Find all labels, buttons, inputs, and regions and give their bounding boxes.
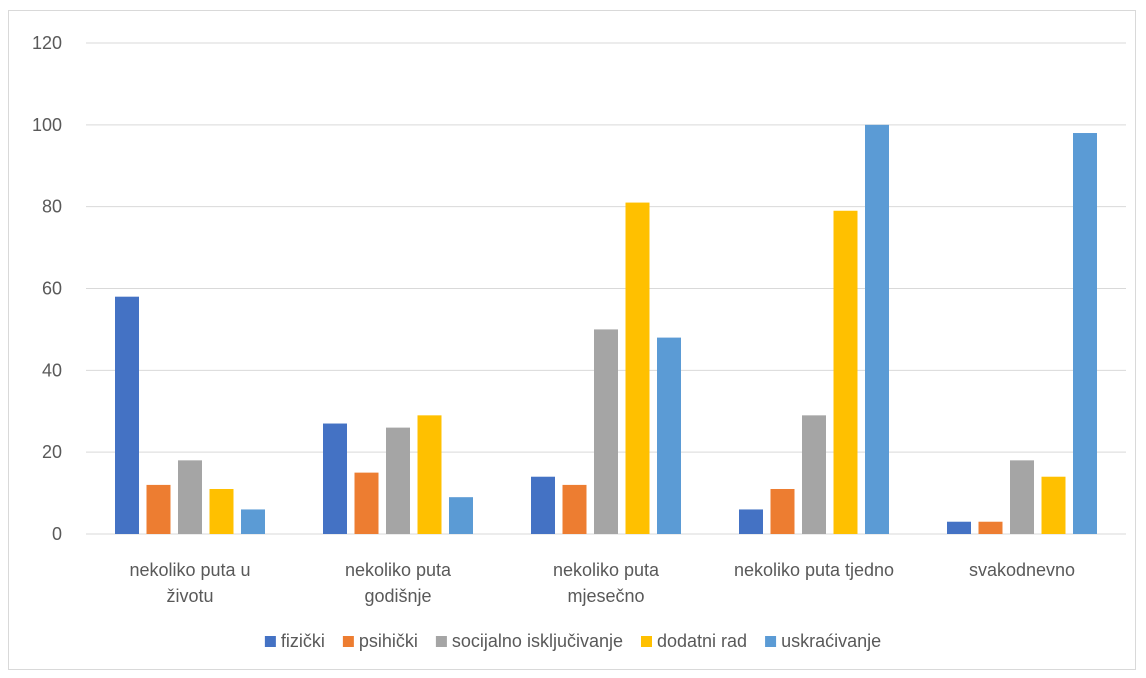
bar-4-1: [978, 521, 1003, 534]
bar-4-3: [1041, 476, 1066, 534]
bar-3-4: [865, 124, 889, 534]
y-tick-label: 20: [42, 442, 62, 462]
bar-4-2: [1010, 460, 1034, 534]
bar-2-1: [562, 484, 587, 534]
bar-3-0: [739, 509, 763, 534]
legend-swatch: [765, 636, 777, 647]
bar-1-2: [386, 427, 410, 534]
chart-frame: 0 20 40 60 80 100 120 nekoliko puta u životu nek…: [8, 10, 1136, 670]
bar-0-2: [178, 460, 202, 534]
category-label: nekoliko puta: [345, 560, 452, 580]
bars: [115, 124, 1097, 534]
bar-1-1: [354, 472, 379, 534]
category-label: životu: [166, 586, 213, 606]
y-tick-label: 100: [32, 115, 62, 135]
bar-1-4: [449, 497, 473, 534]
y-tick-label: 60: [42, 279, 62, 299]
y-tick-label: 0: [52, 524, 62, 544]
category-label: nekoliko puta tjedno: [734, 560, 894, 580]
bar-2-0: [531, 476, 555, 534]
bar-1-0: [323, 423, 347, 534]
category-label: mjesečno: [567, 586, 644, 606]
bar-0-0: [115, 296, 139, 534]
legend-swatch: [342, 636, 354, 647]
legend-swatch: [435, 636, 447, 647]
y-axis-ticks: 0 20 40 60 80 100 120: [32, 33, 62, 544]
category-label: nekoliko puta: [553, 560, 660, 580]
bar-2-4: [657, 337, 681, 534]
x-axis-categories: nekoliko puta u životu nekoliko puta godišn…: [129, 560, 1075, 606]
legend-label: psihički: [359, 631, 418, 651]
bar-1-3: [417, 415, 442, 534]
category-label: nekoliko puta u: [129, 560, 250, 580]
category-label: svakodnevno: [969, 560, 1075, 580]
y-tick-label: 40: [42, 360, 62, 380]
legend-label: dodatni rad: [657, 631, 747, 651]
legend-label: fizički: [281, 631, 325, 651]
bar-0-1: [146, 484, 171, 534]
bar-0-3: [209, 488, 234, 534]
bar-4-4: [1073, 133, 1097, 534]
legend-label: socijalno isključivanje: [452, 631, 623, 651]
bar-4-0: [947, 521, 971, 534]
y-tick-label: 80: [42, 197, 62, 217]
bar-2-2: [594, 329, 618, 534]
category-label: godišnje: [364, 586, 431, 606]
y-tick-label: 120: [32, 33, 62, 53]
bar-0-4: [241, 509, 265, 534]
legend-label: uskraćivanje: [781, 631, 881, 651]
legend-swatch: [264, 636, 276, 647]
bar-2-3: [625, 202, 650, 534]
legend-swatch: [641, 636, 652, 647]
legend: fizički psihički socijalno isključivanje do…: [264, 631, 881, 651]
bar-3-2: [802, 415, 826, 534]
bar-3-3: [833, 210, 858, 534]
bar-3-1: [770, 488, 795, 534]
